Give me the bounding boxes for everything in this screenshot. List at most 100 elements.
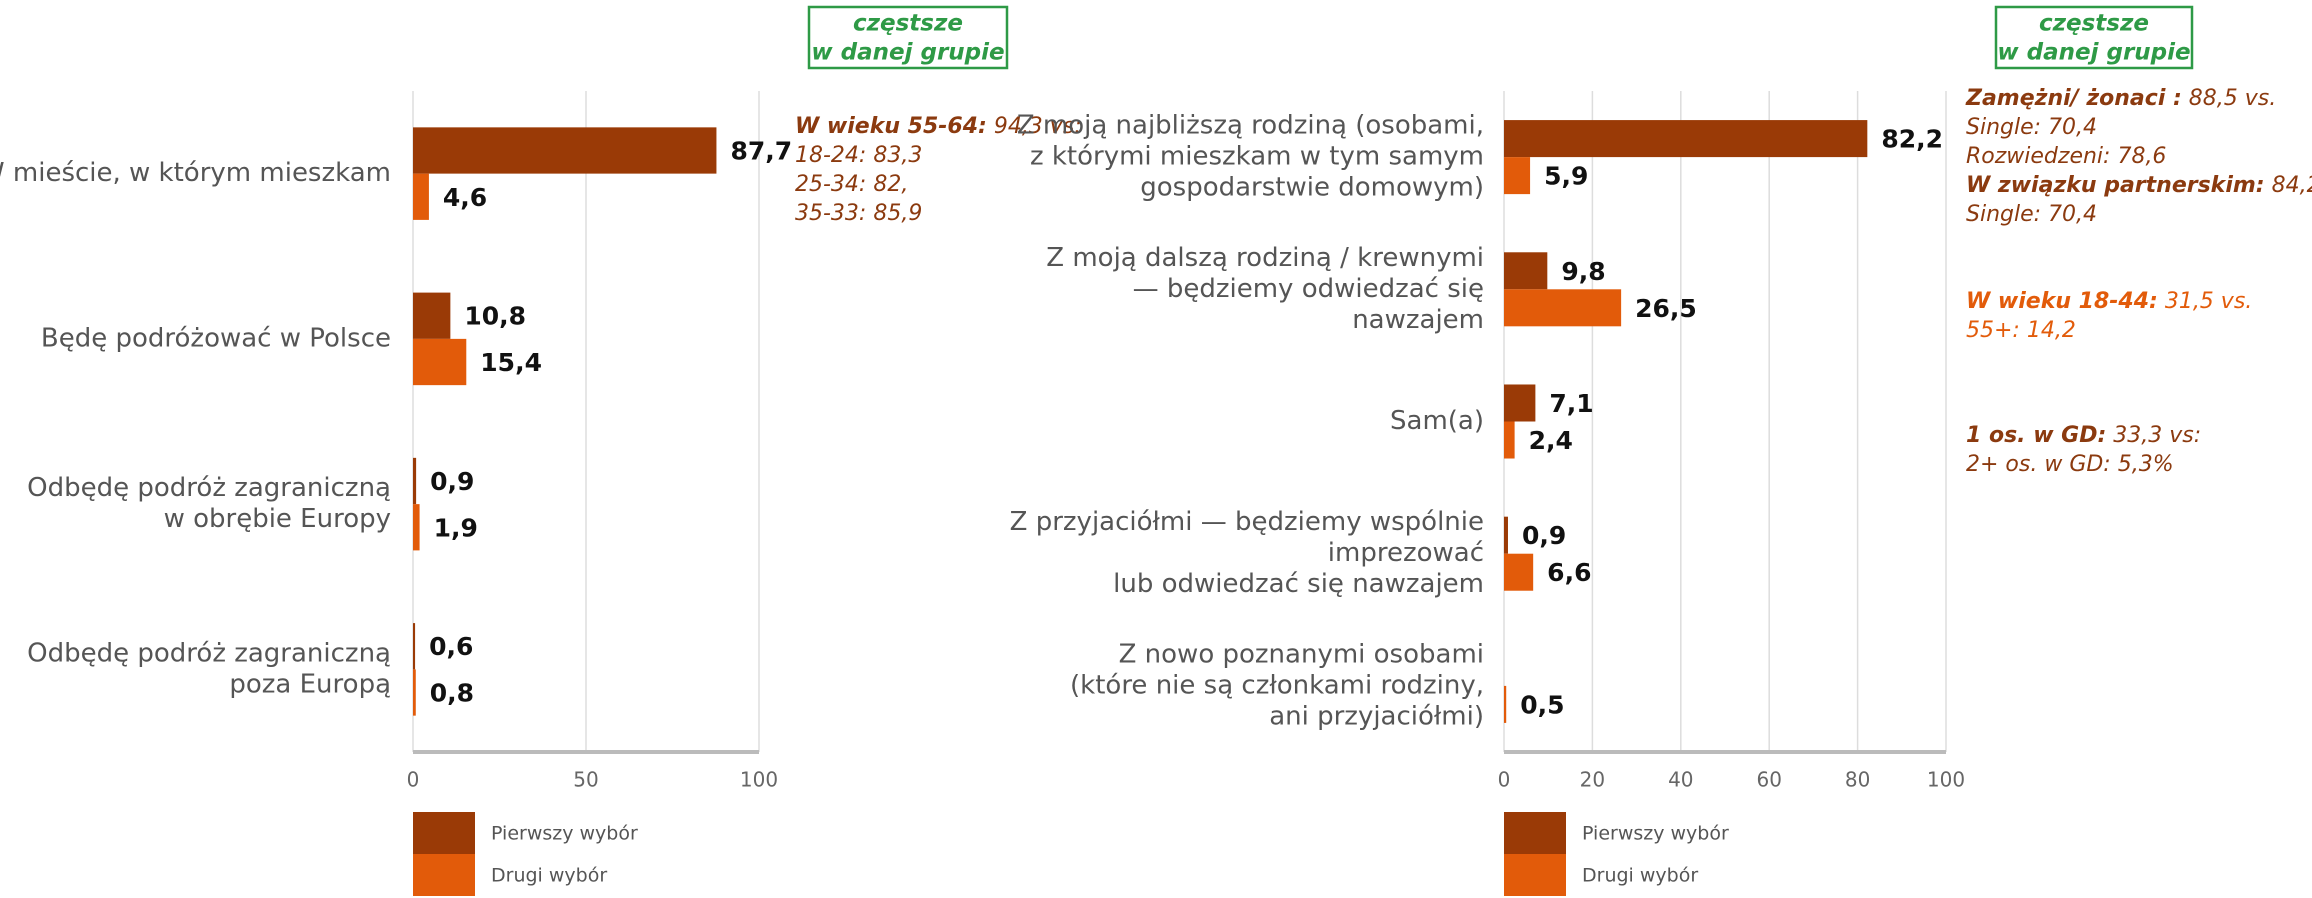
legend-label: Drugi wybór xyxy=(1582,865,1698,887)
bar xyxy=(413,457,417,505)
note-line: W związku partnerskim: 84,2 vs. xyxy=(1966,173,2312,198)
bar xyxy=(1504,120,1868,158)
x-tick-label: 60 xyxy=(1756,768,1781,792)
note-run: 88,5 vs. xyxy=(2182,86,2276,111)
bar xyxy=(413,669,416,716)
bar xyxy=(1504,685,1507,723)
bar xyxy=(1504,384,1536,422)
value-label: 4,6 xyxy=(443,183,487,212)
x-tick-label: 40 xyxy=(1668,768,1693,792)
note-line: 55+: 14,2 xyxy=(1966,318,2076,343)
x-tick-label: 0 xyxy=(1498,768,1511,792)
note-run: 55+: 14,2 xyxy=(1966,318,2076,343)
note-run: Single: 70,4 xyxy=(1966,202,2097,227)
category-label: lub odwiedzać się nawzajem xyxy=(1113,569,1484,599)
note-line: Zamężni/ żonaci : 88,5 vs. xyxy=(1965,86,2276,111)
note-run: 84,2 vs. xyxy=(2265,173,2312,198)
legend-swatch xyxy=(413,854,475,896)
category-label: Odbędę podróż zagraniczną xyxy=(27,638,391,668)
category-label: poza Europą xyxy=(229,669,391,699)
category-label: — będziemy odwiedzać się xyxy=(1133,274,1484,304)
note-run: 25-34: 82, xyxy=(795,172,908,197)
bar xyxy=(413,504,420,551)
note-line: Single: 70,4 xyxy=(1966,115,2097,140)
value-label: 87,7 xyxy=(730,136,792,165)
note-run: 2+ os. w GD: 5,3% xyxy=(1966,452,2174,477)
note-run: 1 os. w GD: xyxy=(1966,423,2106,448)
note-run: 94,3 vs: xyxy=(987,114,1082,139)
value-label: 2,4 xyxy=(1529,426,1573,455)
value-label: 82,2 xyxy=(1881,125,1943,154)
note-run: W wieku 18-44: xyxy=(1966,289,2158,314)
bar xyxy=(413,623,416,670)
note-line: W wieku 55-64: 94,3 vs: xyxy=(795,114,1082,139)
note-line: W wieku 18-44: 31,5 vs. xyxy=(1966,289,2252,314)
value-label: 0,8 xyxy=(430,679,474,708)
category-label: Z nowo poznanymi osobami xyxy=(1119,639,1484,669)
category-label: Z przyjaciółmi — będziemy wspólnie xyxy=(1010,507,1484,537)
category-label: imprezować xyxy=(1328,538,1484,568)
value-label: 7,1 xyxy=(1549,389,1593,418)
x-tick-label: 80 xyxy=(1845,768,1870,792)
value-label: 5,9 xyxy=(1544,162,1588,191)
bar xyxy=(1504,289,1622,327)
note-run: Single: 70,4 xyxy=(1966,115,2097,140)
value-label: 10,8 xyxy=(464,302,526,331)
note-run: Rozwiedzeni: 78,6 xyxy=(1966,144,2166,169)
note-line: 25-34: 82, xyxy=(795,172,908,197)
note-run: 31,5 vs. xyxy=(2158,289,2252,314)
x-tick-label: 100 xyxy=(740,768,778,792)
category-label: Sam(a) xyxy=(1390,406,1484,436)
note-line: Rozwiedzeni: 78,6 xyxy=(1966,144,2166,169)
bar xyxy=(413,173,429,220)
highlight-text: częstsze xyxy=(2039,11,2149,37)
value-label: 0,9 xyxy=(1522,521,1566,550)
value-label: 0,5 xyxy=(1520,690,1564,719)
value-label: 15,4 xyxy=(480,348,542,377)
highlight-text: w danej grupie xyxy=(811,40,1004,66)
note-run: 33,3 vs: xyxy=(2106,423,2201,448)
x-tick-label: 50 xyxy=(573,768,598,792)
category-label: Z moją dalszą rodziną / krewnymi xyxy=(1046,243,1484,273)
note-run: Zamężni/ żonaci : xyxy=(1965,86,2182,111)
note-run: 35-33: 85,9 xyxy=(795,201,922,226)
value-label: 9,8 xyxy=(1561,257,1605,286)
note-run: W wieku 55-64: xyxy=(795,114,987,139)
note-run: 18-24: 83,3 xyxy=(795,143,922,168)
bar xyxy=(413,338,467,386)
note-line: Single: 70,4 xyxy=(1966,202,2097,227)
x-tick-label: 20 xyxy=(1580,768,1605,792)
note-line: 1 os. w GD: 33,3 vs: xyxy=(1966,423,2201,448)
category-label: Odbędę podróż zagraniczną xyxy=(27,473,391,503)
bar xyxy=(1504,553,1534,591)
highlight-text: w danej grupie xyxy=(1997,40,2190,66)
highlight-box xyxy=(1994,5,2194,70)
legend-swatch xyxy=(1504,854,1566,896)
value-label: 1,9 xyxy=(434,513,478,542)
x-tick-label: 0 xyxy=(407,768,420,792)
note-line: 35-33: 85,9 xyxy=(795,201,922,226)
legend-swatch xyxy=(1504,812,1566,854)
legend-label: Pierwszy wybór xyxy=(491,823,638,845)
highlight-box xyxy=(807,5,1009,70)
x-tick-label: 100 xyxy=(1927,768,1965,792)
note-line: 18-24: 83,3 xyxy=(795,143,922,168)
note-line: 2+ os. w GD: 5,3% xyxy=(1966,452,2174,477)
category-label: W mieście, w którym mieszkam xyxy=(0,158,391,188)
bar xyxy=(1504,252,1548,290)
category-label: Będę podróżować w Polsce xyxy=(41,323,391,353)
note-run: W związku partnerskim: xyxy=(1966,173,2265,198)
bar xyxy=(413,127,717,174)
category-label: ani przyjaciółmi) xyxy=(1269,701,1484,731)
highlight-text: częstsze xyxy=(853,11,963,37)
bar xyxy=(413,292,451,339)
legend-swatch xyxy=(413,812,475,854)
bar xyxy=(1504,421,1515,459)
category-label: nawzajem xyxy=(1352,305,1484,335)
category-label: Z moją najbliższą rodziną (osobami, xyxy=(1017,111,1484,141)
category-label: (które nie są członkami rodziny, xyxy=(1070,670,1484,700)
category-label: gospodarstwie domowym) xyxy=(1140,173,1484,203)
legend-label: Drugi wybór xyxy=(491,865,607,887)
category-label: z którymi mieszkam w tym samym xyxy=(1030,142,1484,172)
